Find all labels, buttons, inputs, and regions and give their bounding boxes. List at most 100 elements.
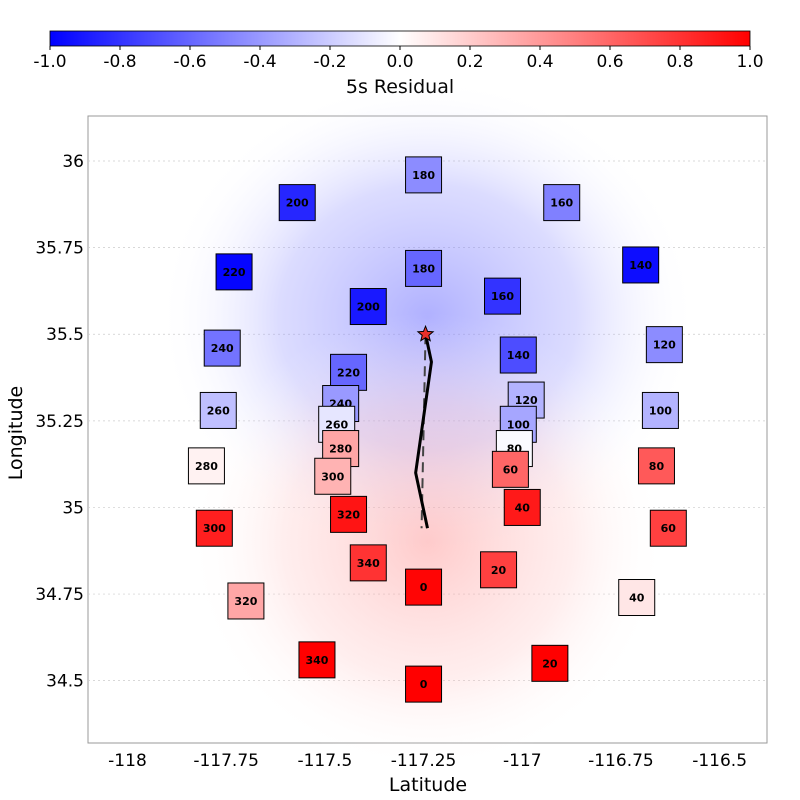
colorbar-gradient <box>49 30 751 47</box>
x-tick-label: -117.25 <box>391 751 457 771</box>
y-tick-label: 35 <box>62 498 84 518</box>
station-label: 140 <box>507 349 530 362</box>
y-axis-label: Longitude <box>5 386 27 481</box>
station-label: 60 <box>503 463 519 476</box>
station-marker: 40 <box>618 579 656 617</box>
colorbar-tick-label: 0.8 <box>666 52 693 72</box>
y-tick-label: 36 <box>62 152 84 172</box>
station-box <box>278 184 316 222</box>
y-tick-label: 35.5 <box>46 325 84 345</box>
station-marker: 320 <box>330 495 368 533</box>
station-marker: 320 <box>227 582 265 620</box>
station-label: 120 <box>653 339 676 352</box>
epicenter-star-shape <box>416 324 435 342</box>
colorbar-tick-label: -1.0 <box>33 52 66 72</box>
station-box <box>649 509 687 547</box>
station-box <box>499 336 537 374</box>
station-marker: 220 <box>215 253 253 291</box>
station-label: 240 <box>211 342 234 355</box>
station-box <box>531 644 569 682</box>
colorbar-tick-label: 0.0 <box>386 52 413 72</box>
station-label: 280 <box>329 443 352 456</box>
x-axis-label: Latitude <box>389 774 467 796</box>
station-marker: 100 <box>641 391 679 429</box>
station-marker: 140 <box>499 336 537 374</box>
station-marker: 0 <box>405 665 443 703</box>
colorbar-tick-label: -0.4 <box>243 52 276 72</box>
station-marker: 300 <box>314 457 352 495</box>
station-box <box>215 253 253 291</box>
station-marker: 80 <box>637 447 675 485</box>
station-marker: 60 <box>649 509 687 547</box>
station-box <box>330 495 368 533</box>
station-label: 160 <box>550 197 573 210</box>
station-marker: 260 <box>199 391 237 429</box>
station-marker: 180 <box>405 156 443 194</box>
x-tick-label: -117.75 <box>193 751 259 771</box>
colorbar-tick-label: 0.2 <box>456 52 483 72</box>
y-tick-label: 34.75 <box>35 585 84 605</box>
station-label: 280 <box>195 460 218 473</box>
station-label: 0 <box>420 678 428 691</box>
station-marker: 340 <box>349 544 387 582</box>
y-axis-ticks: 36 35.75 35.5 35.25 35 34.75 34.5 <box>35 152 84 692</box>
station-label: 100 <box>507 418 530 431</box>
station-marker: 0 <box>405 568 443 606</box>
station-marker: 160 <box>484 277 522 315</box>
station-box <box>405 665 443 703</box>
rupture-dashed-line <box>420 334 427 529</box>
station-marker: 20 <box>531 644 569 682</box>
station-label: 340 <box>305 654 328 667</box>
colorbar-ticks: -1.0 -0.8 -0.6 -0.4 -0.2 0.0 0.2 0.4 0.6 0.8 1.0 <box>33 46 764 72</box>
station-label: 40 <box>629 592 645 605</box>
station-box <box>645 326 683 364</box>
station-label: 220 <box>223 266 246 279</box>
station-marker: 220 <box>330 353 368 391</box>
station-label: 260 <box>325 418 348 431</box>
colorbar-tick-label: 0.4 <box>526 52 553 72</box>
station-label: 80 <box>649 460 665 473</box>
station-label: 180 <box>412 262 435 275</box>
station-box <box>349 288 387 326</box>
station-box <box>187 447 225 485</box>
station-box <box>503 488 541 526</box>
station-label: 260 <box>207 404 230 417</box>
station-label: 300 <box>321 470 344 483</box>
station-marker: 200 <box>349 288 387 326</box>
station-box <box>405 156 443 194</box>
station-box <box>199 391 237 429</box>
station-label: 120 <box>515 394 538 407</box>
station-marker: 240 <box>203 329 241 367</box>
station-marker: 200 <box>278 184 316 222</box>
x-tick-label: -116.75 <box>588 751 654 771</box>
station-label: 220 <box>337 366 360 379</box>
station-marker: 280 <box>187 447 225 485</box>
x-tick-label: -117.5 <box>297 751 352 771</box>
station-box <box>543 184 581 222</box>
rupture-trace-line <box>414 333 433 529</box>
station-box <box>195 509 233 547</box>
x-axis-ticks: -118 -117.75 -117.5 -117.25 -117 -116.75 -116.… <box>108 751 747 771</box>
station-box <box>637 447 675 485</box>
station-box <box>330 353 368 391</box>
station-label: 320 <box>337 508 360 521</box>
station-marker: 340 <box>298 641 336 679</box>
station-label: 20 <box>542 657 558 670</box>
station-marker: 60 <box>491 450 529 488</box>
station-label: 200 <box>357 301 380 314</box>
x-tick-label: -117 <box>503 751 542 771</box>
station-label: 20 <box>491 564 507 577</box>
station-label: 40 <box>515 501 531 514</box>
station-box <box>480 551 518 589</box>
colorbar-tick-label: -0.2 <box>313 52 346 72</box>
station-label: 300 <box>203 522 226 535</box>
y-tick-label: 35.25 <box>35 412 84 432</box>
station-box <box>349 544 387 582</box>
station-box <box>203 329 241 367</box>
station-marker: 160 <box>543 184 581 222</box>
colorbar-tick-label: -0.6 <box>173 52 206 72</box>
station-box <box>405 249 443 287</box>
station-label: 0 <box>420 581 428 594</box>
y-tick-label: 35.75 <box>35 239 84 259</box>
